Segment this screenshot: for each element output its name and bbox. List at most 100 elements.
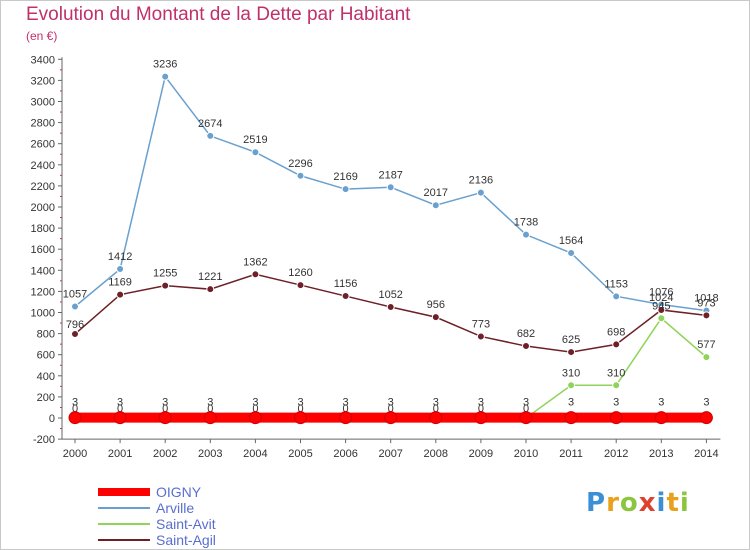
legend-item-arville: Arville — [98, 500, 216, 516]
point-saint-agil — [522, 342, 530, 351]
point-arville — [567, 248, 576, 257]
data-label-oigny: 3 — [433, 397, 439, 409]
x-tick-label: 2014 — [694, 448, 718, 460]
point-saint-agil — [296, 281, 305, 290]
legend-item-oigny: OIGNY — [98, 484, 216, 500]
point-saint-avit — [567, 381, 576, 390]
y-tick-label: 2600 — [31, 139, 55, 151]
point-oigny — [654, 411, 668, 425]
y-tick-label: 3400 — [31, 54, 55, 66]
data-label-saint-avit: 310 — [562, 367, 580, 379]
point-oigny — [113, 411, 127, 425]
y-tick-label: 0 — [49, 413, 55, 425]
logo-letter: r — [606, 488, 620, 518]
point-saint-agil — [161, 281, 170, 290]
data-label-saint-agil: 1052 — [378, 289, 402, 301]
y-tick-label: 1000 — [31, 308, 55, 320]
point-saint-avit — [657, 314, 666, 323]
y-tick-label: 3200 — [31, 75, 55, 87]
y-tick-label: 1200 — [31, 286, 55, 298]
point-oigny — [384, 411, 398, 425]
data-label-saint-agil: 625 — [562, 334, 580, 346]
data-label-arville: 2017 — [424, 187, 448, 199]
y-tick-label: 3000 — [31, 97, 55, 109]
point-saint-agil — [567, 348, 576, 357]
y-tick-label: 2400 — [31, 160, 55, 172]
data-label-saint-avit: 0 — [162, 403, 168, 415]
data-label-saint-agil: 1024 — [649, 292, 673, 304]
point-oigny — [474, 411, 488, 425]
legend-label-saint-avit: Saint-Avit — [156, 516, 216, 532]
point-arville — [476, 188, 485, 197]
legend-swatch-saint-avit — [98, 523, 150, 525]
data-label-oigny: 3 — [72, 397, 78, 409]
point-arville — [386, 183, 395, 192]
data-label-saint-agil: 698 — [607, 326, 625, 338]
point-saint-agil — [206, 285, 215, 294]
y-tick-label: 1600 — [31, 244, 55, 256]
legend-label-arville: Arville — [156, 500, 195, 516]
x-tick-label: 2004 — [243, 448, 267, 460]
data-label-arville: 1412 — [108, 251, 132, 263]
data-label-arville: 2187 — [378, 169, 402, 181]
y-tick-label: 1400 — [31, 265, 55, 277]
x-tick-label: 2002 — [153, 448, 177, 460]
data-label-arville: 1076 — [649, 286, 673, 298]
point-saint-agil — [476, 332, 485, 341]
point-arville — [251, 148, 260, 157]
y-tick-label: 2200 — [31, 181, 55, 193]
data-label-saint-avit: 0 — [252, 403, 258, 415]
point-saint-agil — [612, 340, 621, 349]
point-arville — [296, 171, 305, 180]
data-label-saint-agil: 956 — [427, 299, 445, 311]
data-label-arville: 2519 — [243, 134, 267, 146]
data-label-saint-avit: 0 — [207, 403, 213, 415]
point-oigny — [248, 411, 262, 425]
data-label-saint-agil: 773 — [472, 318, 490, 330]
x-tick-label: 2012 — [604, 448, 628, 460]
data-label-arville: 2674 — [198, 118, 222, 130]
chart-title: Evolution du Montant de la Dette par Hab… — [26, 4, 411, 25]
y-tick-label: 800 — [37, 329, 55, 341]
data-label-arville: 2169 — [333, 171, 357, 183]
point-arville — [161, 72, 170, 81]
data-label-saint-agil: 796 — [66, 319, 84, 331]
x-tick-label: 2009 — [469, 448, 493, 460]
x-tick-label: 2005 — [288, 448, 312, 460]
point-oigny — [699, 411, 713, 425]
data-label-saint-avit: 310 — [607, 367, 625, 379]
y-tick-label: 600 — [37, 350, 55, 362]
data-label-oigny: 3 — [297, 397, 303, 409]
point-oigny — [294, 411, 307, 425]
point-oigny — [519, 411, 533, 425]
point-arville — [522, 230, 530, 239]
chart-subtitle: (en €) — [26, 29, 58, 43]
data-label-arville: 3236 — [153, 59, 177, 71]
data-label-saint-agil: 1221 — [198, 271, 222, 283]
point-arville — [612, 292, 621, 301]
data-label-saint-avit: 0 — [117, 403, 123, 415]
data-label-oigny: 3 — [523, 397, 529, 409]
point-saint-agil — [657, 305, 666, 314]
data-label-oigny: 3 — [658, 397, 664, 409]
data-label-oigny: 3 — [207, 397, 213, 409]
x-tick-label: 2003 — [198, 448, 222, 460]
logo-letter: i — [656, 488, 667, 518]
point-saint-agil — [341, 292, 350, 301]
x-tick-label: 2000 — [63, 448, 87, 460]
x-tick-label: 2013 — [649, 448, 673, 460]
point-saint-agil — [116, 290, 125, 299]
data-label-oigny: 3 — [703, 397, 709, 409]
logo-letter: o — [619, 488, 639, 518]
data-label-arville: 2296 — [288, 158, 312, 170]
logo-letter: i — [679, 488, 690, 518]
legend-label-oigny: OIGNY — [156, 484, 202, 500]
logo-letter: t — [666, 488, 680, 518]
legend-swatch-oigny — [98, 488, 150, 496]
point-saint-agil — [251, 270, 260, 279]
x-tick-label: 2001 — [108, 448, 132, 460]
legend: OIGNY Arville Saint-Avit Saint-Agil — [98, 484, 216, 548]
y-tick-label: 2000 — [31, 202, 55, 214]
data-label-saint-avit: 0 — [478, 403, 484, 415]
